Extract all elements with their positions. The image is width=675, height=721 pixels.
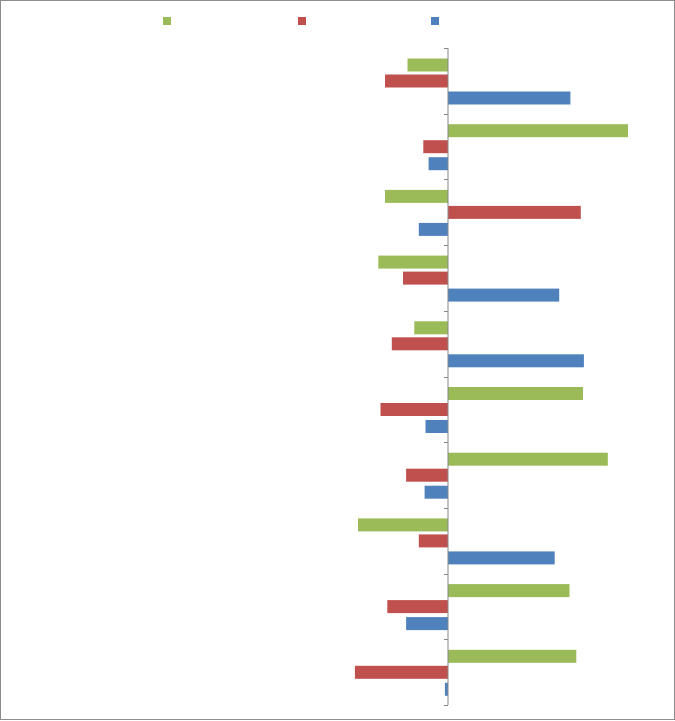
bar-s2-c2 xyxy=(423,140,449,154)
bar-s2-c8 xyxy=(418,534,449,548)
bar-s1-c7 xyxy=(448,452,608,466)
bar-s3-c6 xyxy=(425,420,448,433)
bar-s3-c2 xyxy=(428,157,448,171)
bar-s2-c10 xyxy=(354,665,448,679)
bar-s1-c5 xyxy=(414,321,449,335)
legend-swatch-3 xyxy=(431,17,439,25)
bar-s2-c4 xyxy=(403,271,448,285)
bar-s3-c8 xyxy=(448,551,555,565)
bar-s3-c9 xyxy=(406,617,448,631)
bar-s1-c2 xyxy=(448,124,628,138)
legend-swatch-1 xyxy=(163,17,171,25)
bar-s3-c5 xyxy=(448,354,584,368)
bar-s1-c4 xyxy=(378,255,449,269)
bar-s1-c3 xyxy=(385,189,448,203)
bar-s3-c4 xyxy=(448,288,560,302)
bar-s2-c9 xyxy=(387,600,449,614)
bar-s1-c6 xyxy=(448,387,583,400)
bar-s3-c7 xyxy=(424,485,448,499)
legend-swatch-2 xyxy=(298,17,306,25)
bar-s1-c8 xyxy=(358,518,448,532)
bar-s2-c7 xyxy=(406,468,448,482)
bar-s1-c9 xyxy=(448,584,570,598)
bar-s2-c6 xyxy=(380,403,448,416)
bar-s1-c10 xyxy=(448,649,577,663)
bar-s1-c1 xyxy=(407,58,448,72)
bar-s2-c3 xyxy=(448,205,581,219)
bar-s2-c5 xyxy=(391,337,449,351)
bar-s3-c10 xyxy=(444,682,449,696)
bar-s3-c1 xyxy=(448,91,571,105)
bar-s2-c1 xyxy=(385,74,448,88)
bar-s3-c3 xyxy=(418,222,449,236)
